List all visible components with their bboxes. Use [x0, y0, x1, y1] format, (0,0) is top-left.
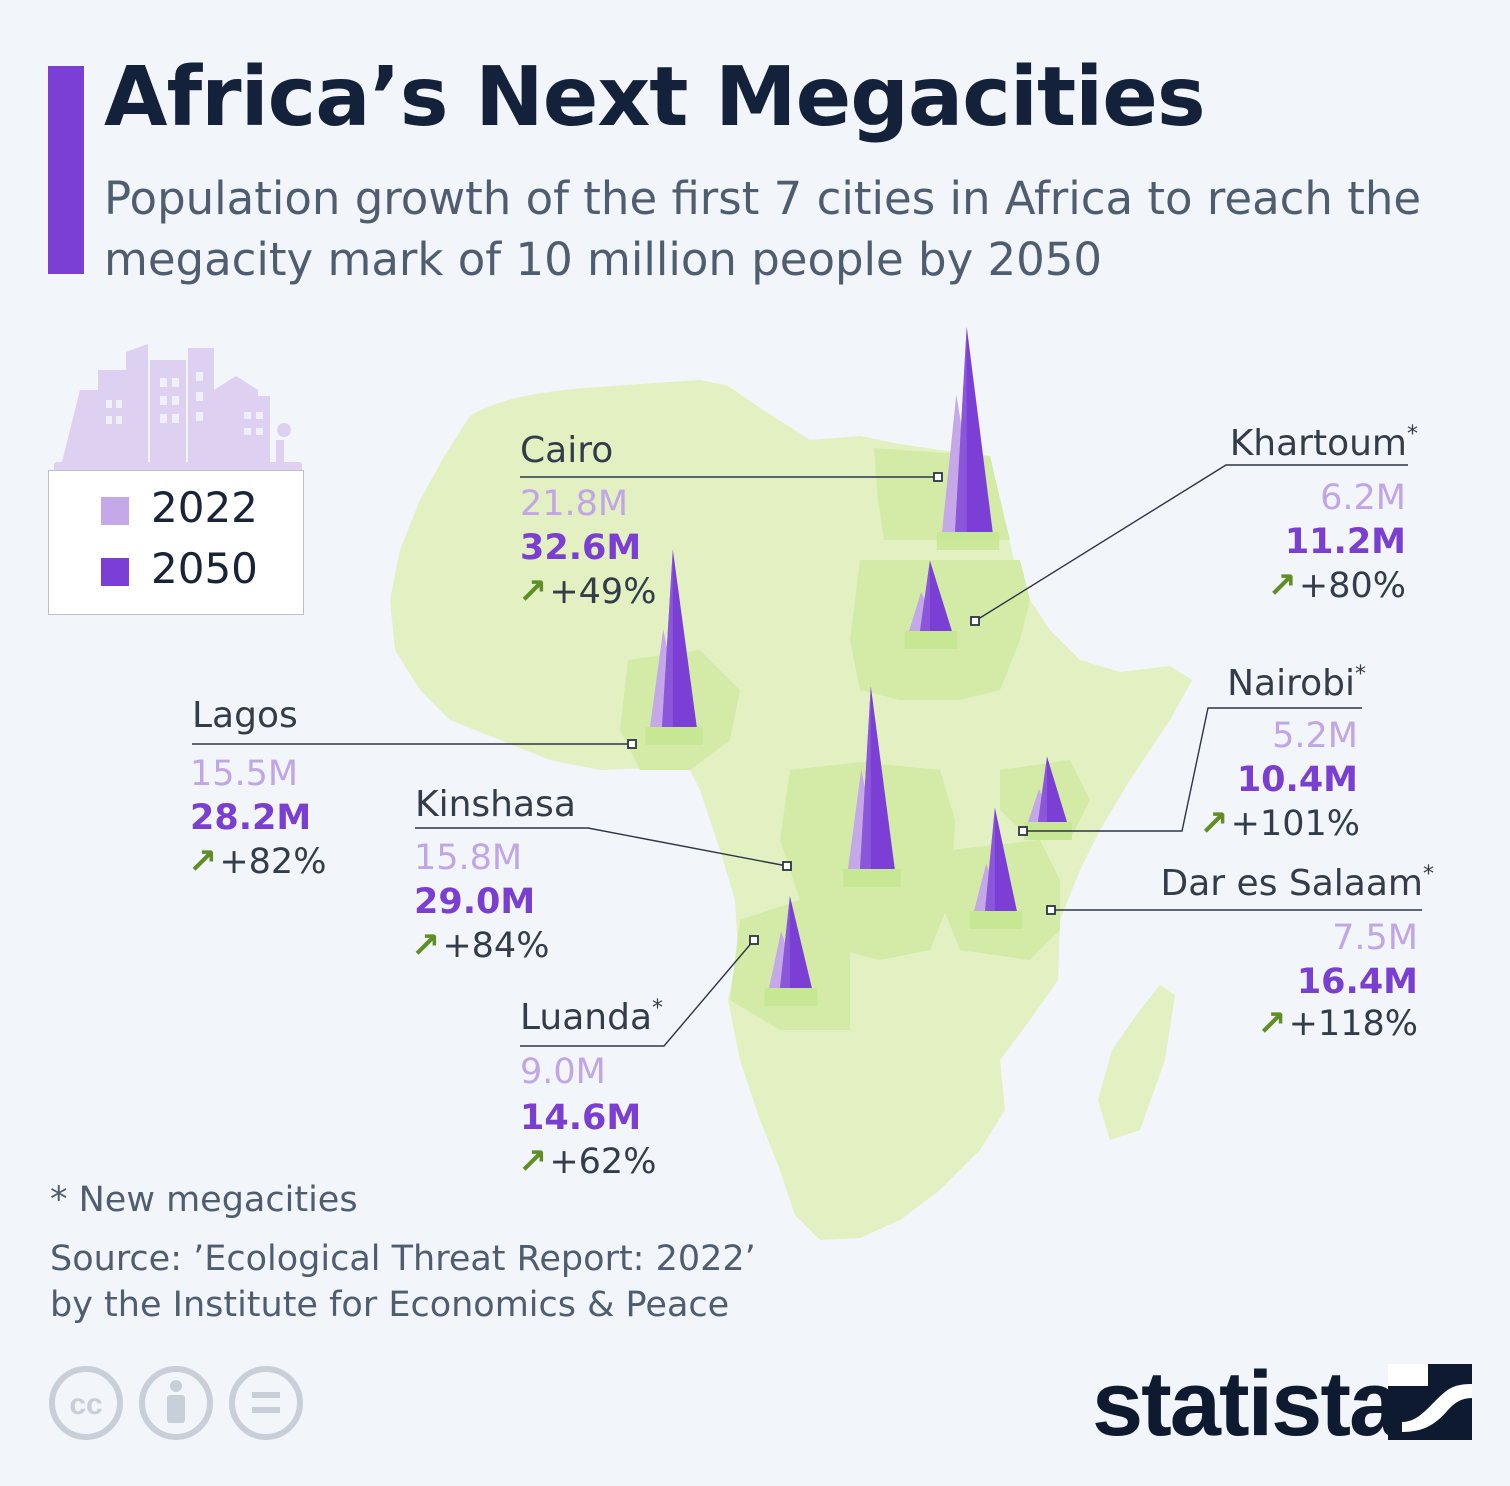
kinshasa-leader-line [415, 827, 788, 867]
luanda-value-2050: 14.6M [520, 1098, 642, 1138]
kinshasa-value-2022: 15.8M [414, 838, 523, 878]
madagascar-shape [1098, 985, 1175, 1140]
lagos-spike-base [645, 727, 703, 745]
svg-text:cc: cc [69, 1388, 102, 1421]
khartoum-spike-2050-facet [920, 560, 930, 631]
luanda-change: ↗+62% [518, 1142, 656, 1182]
growth-arrow-icon: ↗ [1199, 804, 1229, 844]
luanda-name: Luanda* [520, 996, 664, 1038]
nairobi-name: Nairobi* [1227, 662, 1366, 704]
kinshasa-value-2050: 29.0M [414, 882, 536, 922]
lagos-change: ↗+82% [188, 842, 326, 882]
dar-es-salaam-value-2050: 16.4M [1296, 962, 1418, 1002]
lagos-value-2050: 28.2M [190, 798, 312, 838]
leader-lines [192, 464, 1422, 1047]
dar-es-salaam-name: Dar es Salaam* [1160, 862, 1434, 904]
legend-label-2022: 2022 [151, 483, 258, 532]
dar-es-salaam-change-value: +118% [1288, 1004, 1418, 1044]
lagos-change-value: +82% [219, 842, 327, 882]
kinshasa-spike-2050-facet [860, 686, 871, 869]
luanda-leader-line [520, 939, 755, 1047]
cairo-value-2050: 32.6M [520, 528, 642, 568]
khartoum-change-value: +80% [1298, 566, 1406, 606]
cairo-spike-2050-facet [955, 326, 967, 532]
dar-es-salaam-change: ↗+118% [1257, 1004, 1418, 1044]
title-accent-bar [48, 66, 84, 274]
legend-swatch-2050 [101, 558, 129, 586]
nairobi-change: ↗+101% [1199, 804, 1360, 844]
growth-arrow-icon: ↗ [411, 926, 441, 966]
khartoum-leader-line [974, 464, 1408, 622]
lagos-value-2022: 15.5M [190, 754, 299, 794]
statista-logo-icon [1388, 1364, 1472, 1440]
khartoum-change: ↗+80% [1268, 566, 1406, 606]
cairo-value-2022: 21.8M [520, 484, 629, 524]
cairo-change: ↗+49% [518, 572, 656, 612]
legend-label-2050: 2050 [151, 544, 258, 593]
cairo-name: Cairo [520, 430, 614, 471]
lagos-spike-2050-facet [662, 549, 673, 727]
no-derivatives-icon [229, 1366, 303, 1440]
cairo-spike-base [936, 532, 1000, 550]
cairo-change-value: +49% [549, 572, 657, 612]
footnote: * New megacities [50, 1180, 358, 1220]
khartoum-name: Khartoum* [1229, 422, 1418, 464]
dar-es-salaam-value-2022: 7.5M [1332, 918, 1418, 958]
khartoum-value-2022: 6.2M [1320, 478, 1406, 518]
kinshasa-change: ↗+84% [411, 926, 549, 966]
kinshasa-change-value: +84% [442, 926, 550, 966]
attribution-icon [139, 1366, 213, 1440]
dar-es-salaam-spike-2050-facet [985, 807, 995, 911]
khartoum-spike-base [904, 631, 958, 649]
kinshasa-spike-base [843, 869, 901, 887]
khartoum-value-2050: 11.2M [1284, 522, 1406, 562]
nairobi-value-2050: 10.4M [1236, 760, 1358, 800]
nairobi-leader-line [1023, 707, 1362, 832]
luanda-value-2022: 9.0M [520, 1052, 606, 1092]
nairobi-value-2022: 5.2M [1272, 716, 1358, 756]
statista-wordmark[interactable]: statista [1092, 1353, 1400, 1455]
luanda-change-value: +62% [549, 1142, 657, 1182]
growth-arrow-icon: ↗ [1257, 1004, 1287, 1044]
city-markers [627, 472, 1056, 945]
kinshasa-name: Kinshasa [415, 784, 576, 825]
page-title: Africa’s Next Megacities [104, 50, 1206, 145]
growth-arrow-icon: ↗ [518, 1142, 548, 1182]
growth-arrow-icon: ↗ [518, 572, 548, 612]
growth-arrow-icon: ↗ [1267, 566, 1297, 606]
legend: 2022 2050 [48, 470, 304, 615]
city-skyline-icon [54, 344, 302, 472]
luanda-spike-2050-facet [780, 896, 790, 988]
nairobi-change-value: +101% [1230, 804, 1360, 844]
lagos-name: Lagos [192, 695, 298, 736]
dar-es-salaam-spike-base [969, 911, 1023, 929]
source-text: Source: ’Ecological Threat Report: 2022’… [50, 1236, 950, 1328]
growth-arrow-icon: ↗ [188, 842, 218, 882]
source-line-1: Source: ’Ecological Threat Report: 2022’ [50, 1239, 756, 1279]
source-line-2: by the Institute for Economics & Peace [50, 1285, 730, 1325]
nairobi-spike-2050-facet [1038, 756, 1047, 822]
legend-swatch-2022 [101, 497, 129, 525]
cc-icon: cc [49, 1366, 123, 1440]
page-subtitle: Population growth of the first 7 cities … [104, 172, 1422, 286]
luanda-spike-base [764, 988, 818, 1006]
